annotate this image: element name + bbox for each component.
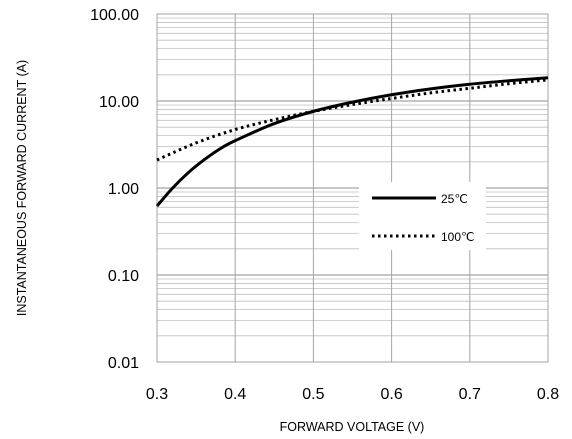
grid xyxy=(156,13,549,363)
plot-area-border xyxy=(156,13,549,363)
x-tick-label: 0.3 xyxy=(146,386,168,403)
x-tick-label: 0.5 xyxy=(302,386,324,403)
y-tick-labels: 0.01 0.10 1.00 10.00 100.00 xyxy=(90,7,139,372)
legend: 25℃ 100℃ xyxy=(359,182,486,250)
legend-box xyxy=(359,182,486,250)
y-tick-label: 100.00 xyxy=(90,7,139,24)
series-line-25c xyxy=(155,76,549,208)
x-tick-label: 0.7 xyxy=(459,386,481,403)
x-axis-title: FORWARD VOLTAGE (V) xyxy=(280,420,425,434)
y-axis-title: INSTANTANEOUS FORWARD CURRENT (A) xyxy=(15,60,29,316)
series-line-100c xyxy=(156,78,549,162)
y-tick-label: 0.10 xyxy=(108,268,139,285)
x-tick-label: 0.6 xyxy=(380,386,402,403)
series-layer xyxy=(155,76,549,208)
legend-label-100c: 100℃ xyxy=(441,230,475,244)
y-tick-label: 0.01 xyxy=(108,355,139,372)
y-tick-label: 10.00 xyxy=(99,94,139,111)
x-tick-label: 0.4 xyxy=(224,386,246,403)
legend-label-25c: 25℃ xyxy=(441,192,468,206)
y-tick-label: 1.00 xyxy=(108,181,139,198)
x-tick-labels: 0.3 0.4 0.5 0.6 0.7 0.8 xyxy=(146,386,559,403)
x-tick-label: 0.8 xyxy=(537,386,559,403)
